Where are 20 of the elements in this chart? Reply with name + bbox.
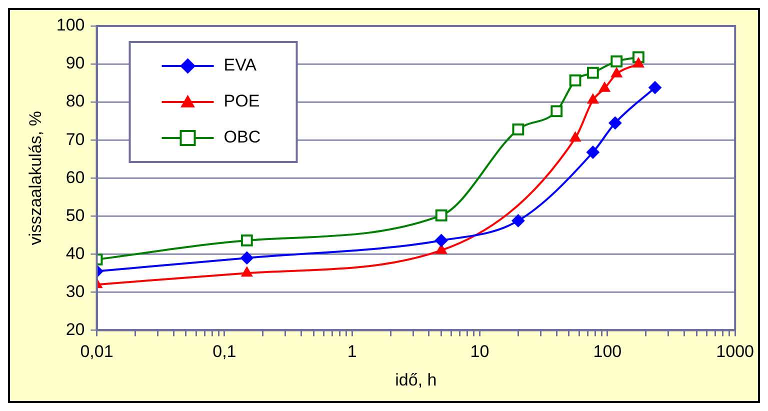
y-tick-label: 80 <box>66 92 85 111</box>
x-axis-title: idő, h <box>395 370 437 390</box>
x-tick-label: 1 <box>347 342 357 362</box>
y-tick-label: 70 <box>66 130 85 149</box>
y-tick-label: 90 <box>66 54 85 73</box>
y-tick-label: 60 <box>66 168 85 187</box>
y-tick-label: 40 <box>66 244 85 263</box>
x-tick-label: 1000 <box>716 342 754 362</box>
y-tick-label: 20 <box>66 320 85 339</box>
y-axis-title: visszaalakulás, % <box>26 111 45 246</box>
y-tick-label: 50 <box>66 206 85 225</box>
x-tick-label: 0,1 <box>212 342 236 362</box>
x-tick-label: 100 <box>593 342 622 362</box>
y-tick-label: 100 <box>56 16 85 35</box>
x-tick-label: 0,01 <box>80 342 114 362</box>
legend-label: EVA <box>224 56 258 75</box>
y-tick-label: 30 <box>66 282 85 301</box>
x-tick-label: 10 <box>470 342 490 362</box>
legend-label: OBC <box>224 128 261 147</box>
legend-label: POE <box>224 92 260 111</box>
